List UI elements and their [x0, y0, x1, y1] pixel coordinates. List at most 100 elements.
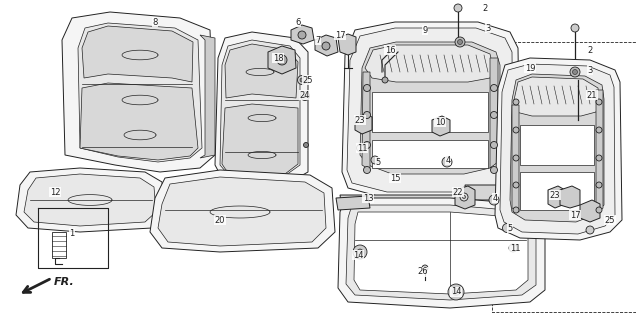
- Circle shape: [298, 76, 307, 84]
- Text: 12: 12: [50, 188, 60, 196]
- Circle shape: [452, 289, 459, 295]
- Circle shape: [277, 55, 287, 65]
- Circle shape: [572, 69, 577, 75]
- Text: 16: 16: [385, 45, 396, 54]
- Polygon shape: [342, 22, 520, 198]
- Polygon shape: [340, 195, 462, 208]
- Text: 14: 14: [353, 251, 363, 260]
- Circle shape: [490, 141, 497, 148]
- Polygon shape: [362, 72, 370, 170]
- Circle shape: [422, 265, 428, 271]
- Polygon shape: [372, 92, 488, 132]
- Polygon shape: [150, 170, 335, 252]
- Polygon shape: [514, 77, 599, 116]
- Polygon shape: [548, 186, 565, 208]
- Polygon shape: [365, 45, 493, 82]
- Polygon shape: [432, 116, 450, 136]
- Polygon shape: [520, 125, 594, 165]
- Circle shape: [364, 111, 371, 118]
- Circle shape: [596, 155, 602, 161]
- Text: 13: 13: [363, 194, 373, 203]
- Text: 21: 21: [587, 91, 597, 100]
- Text: 23: 23: [550, 190, 560, 199]
- Text: 1: 1: [69, 228, 74, 237]
- Text: 4: 4: [445, 156, 451, 164]
- Circle shape: [300, 92, 310, 100]
- Circle shape: [364, 84, 371, 92]
- Polygon shape: [354, 212, 528, 294]
- Circle shape: [586, 226, 594, 234]
- Text: 25: 25: [605, 215, 615, 225]
- Polygon shape: [495, 58, 622, 240]
- Text: 25: 25: [303, 76, 314, 84]
- Text: 5: 5: [375, 157, 380, 166]
- Polygon shape: [355, 114, 372, 134]
- Polygon shape: [52, 232, 66, 258]
- Polygon shape: [215, 32, 308, 185]
- Circle shape: [457, 39, 462, 44]
- Circle shape: [489, 195, 499, 205]
- Text: 2: 2: [588, 45, 593, 54]
- Polygon shape: [338, 198, 545, 308]
- Circle shape: [490, 166, 497, 173]
- Text: 4: 4: [492, 194, 497, 203]
- Polygon shape: [268, 46, 296, 74]
- Circle shape: [513, 155, 519, 161]
- Circle shape: [513, 207, 519, 213]
- Text: 15: 15: [390, 173, 400, 182]
- Polygon shape: [222, 104, 298, 177]
- Circle shape: [513, 99, 519, 105]
- Polygon shape: [510, 74, 604, 222]
- Circle shape: [462, 196, 466, 199]
- Text: 8: 8: [152, 18, 158, 27]
- Polygon shape: [80, 83, 198, 160]
- Circle shape: [364, 141, 371, 148]
- Text: 10: 10: [435, 117, 445, 126]
- Text: 18: 18: [273, 53, 283, 62]
- Text: 9: 9: [422, 26, 427, 35]
- Circle shape: [596, 207, 602, 213]
- Polygon shape: [465, 185, 547, 200]
- Text: 20: 20: [215, 215, 225, 225]
- Polygon shape: [24, 174, 156, 226]
- Polygon shape: [158, 177, 326, 246]
- Circle shape: [571, 24, 579, 32]
- Circle shape: [490, 84, 497, 92]
- Text: 11: 11: [357, 143, 367, 153]
- Text: 22: 22: [453, 188, 463, 196]
- Polygon shape: [16, 168, 165, 232]
- Circle shape: [442, 157, 452, 167]
- Polygon shape: [372, 140, 488, 168]
- Text: 3: 3: [587, 66, 593, 75]
- Circle shape: [353, 245, 367, 259]
- Polygon shape: [560, 186, 580, 208]
- Text: 23: 23: [355, 116, 365, 124]
- Circle shape: [303, 142, 308, 148]
- Text: 19: 19: [525, 63, 536, 73]
- Circle shape: [596, 99, 602, 105]
- Polygon shape: [82, 26, 193, 82]
- Circle shape: [454, 4, 462, 12]
- Text: 14: 14: [451, 287, 461, 297]
- Text: 17: 17: [570, 211, 580, 220]
- Polygon shape: [291, 25, 314, 44]
- Polygon shape: [455, 186, 475, 209]
- Circle shape: [513, 127, 519, 133]
- Circle shape: [364, 166, 371, 173]
- Polygon shape: [346, 205, 536, 300]
- Polygon shape: [315, 35, 338, 56]
- Circle shape: [322, 42, 330, 50]
- Polygon shape: [500, 64, 615, 234]
- Polygon shape: [347, 28, 513, 192]
- Text: 3: 3: [485, 23, 491, 33]
- Polygon shape: [220, 40, 300, 178]
- Circle shape: [502, 223, 511, 233]
- Circle shape: [490, 111, 497, 118]
- Polygon shape: [338, 34, 356, 55]
- Text: 2: 2: [482, 4, 488, 12]
- Text: 7: 7: [315, 36, 321, 44]
- Circle shape: [382, 77, 388, 83]
- Text: 5: 5: [508, 223, 513, 233]
- Polygon shape: [62, 12, 215, 172]
- Text: FR.: FR.: [54, 277, 75, 287]
